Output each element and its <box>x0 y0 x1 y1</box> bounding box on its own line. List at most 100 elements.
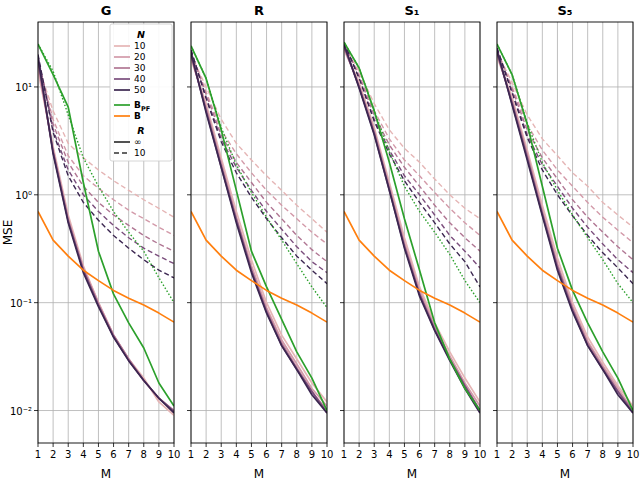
tick-label: 6 <box>569 449 575 460</box>
tick-mark <box>480 443 481 447</box>
panel: 12345678910S₁M <box>340 3 486 481</box>
tick-mark <box>557 443 558 447</box>
grid-line <box>344 302 480 303</box>
series-line <box>191 50 327 273</box>
series-line <box>344 46 480 219</box>
tick-label: 3 <box>65 449 71 460</box>
tick-mark <box>617 443 618 447</box>
legend-label: 30 <box>134 63 146 73</box>
tick-label: 10⁰ <box>15 190 32 201</box>
legend-swatch <box>114 67 130 69</box>
tick-mark <box>493 194 497 195</box>
tick-mark <box>236 443 237 447</box>
legend-box <box>110 24 172 161</box>
tick-mark <box>187 194 191 195</box>
tick-mark <box>434 443 435 447</box>
tick-label: 1 <box>188 449 194 460</box>
series-line <box>344 44 480 235</box>
series-line <box>497 50 633 243</box>
series-line <box>344 46 480 411</box>
series-line <box>497 48 633 284</box>
tick-mark <box>143 443 144 447</box>
grid-line <box>98 22 99 443</box>
frame <box>191 22 327 443</box>
tick-label: 7 <box>431 449 437 460</box>
axis-label: MSE <box>1 220 15 246</box>
tick-mark <box>251 443 252 447</box>
tick-label: 10¹ <box>15 82 32 93</box>
tick-mark <box>113 443 114 447</box>
series-line <box>344 42 480 410</box>
legend-label-sub: PF <box>141 105 150 113</box>
tick-mark <box>221 443 222 447</box>
series-group <box>191 46 327 413</box>
tick-mark <box>83 443 84 447</box>
tick-mark <box>512 443 513 447</box>
tick-mark <box>359 443 360 447</box>
tick-mark <box>296 443 297 447</box>
tick-label: 6 <box>110 449 116 460</box>
grid-line <box>449 22 450 443</box>
axis-label: M <box>101 467 111 481</box>
grid-line <box>419 22 420 443</box>
panel: 12345678910S₅M <box>493 3 639 481</box>
tick-label: 9 <box>615 449 621 460</box>
grid-line <box>266 22 267 443</box>
tick-label: 4 <box>386 449 392 460</box>
grid-line <box>191 194 327 195</box>
panel: 1234567891010⁻²10⁻¹10⁰10¹GMMSEN102030405… <box>1 3 180 481</box>
grid-line <box>281 22 282 443</box>
tick-mark <box>527 443 528 447</box>
grid-line <box>83 22 84 443</box>
grid-line <box>191 302 327 303</box>
series-line <box>497 52 633 413</box>
tick-label: 8 <box>600 449 606 460</box>
legend-label-main: ∞ <box>134 137 142 147</box>
grid-line <box>602 22 603 443</box>
tick-label: 9 <box>462 449 468 460</box>
legend-label: 20 <box>134 52 146 62</box>
tick-mark <box>34 302 38 303</box>
series-line <box>191 46 327 411</box>
legend-label: 50 <box>134 85 146 95</box>
tick-mark <box>464 443 465 447</box>
tick-label: 9 <box>309 449 315 460</box>
legend-label-main: 40 <box>134 74 146 84</box>
grid-line <box>497 194 633 195</box>
series-line <box>497 44 633 411</box>
tick-mark <box>281 443 282 447</box>
tick-mark <box>419 443 420 447</box>
series-line <box>497 54 633 410</box>
grid-line <box>344 410 480 411</box>
series-line <box>191 50 327 284</box>
tick-label: 10 <box>168 449 181 460</box>
series-line <box>497 212 633 323</box>
tick-label: 5 <box>401 449 407 460</box>
tick-mark <box>34 86 38 87</box>
tick-mark <box>327 443 328 447</box>
tick-mark <box>374 443 375 447</box>
tick-mark <box>340 194 344 195</box>
grid-line <box>374 22 375 443</box>
grid-line <box>38 302 174 303</box>
tick-label: 3 <box>371 449 377 460</box>
tick-label: 5 <box>95 449 101 460</box>
tick-mark <box>187 410 191 411</box>
series-line <box>344 44 480 251</box>
grid-line <box>497 410 633 411</box>
tick-mark <box>34 410 38 411</box>
legend-swatch <box>114 104 130 106</box>
tick-label: 7 <box>125 449 131 460</box>
plot-area <box>38 22 174 443</box>
tick-mark <box>602 443 603 447</box>
tick-mark <box>340 302 344 303</box>
series-line <box>191 59 327 402</box>
tick-label: 4 <box>80 449 86 460</box>
tick-label: 8 <box>447 449 453 460</box>
legend-label-main: 10 <box>134 148 146 158</box>
series-group <box>344 42 480 413</box>
legend-title: N <box>137 29 145 40</box>
tick-mark <box>389 443 390 447</box>
tick-label: 10 <box>627 449 640 460</box>
tick-mark <box>38 443 39 447</box>
